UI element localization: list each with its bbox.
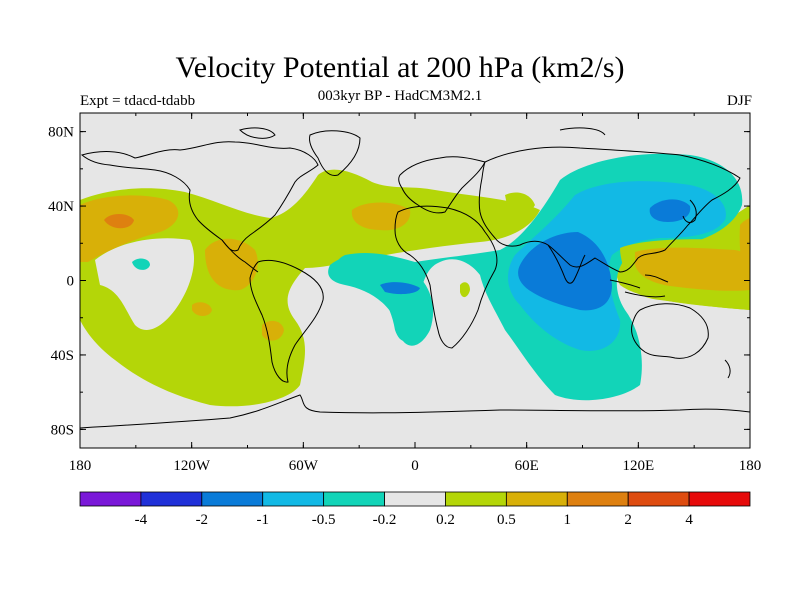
contour-pos3-north-pacific (104, 214, 134, 229)
colorbar-swatch (566, 491, 629, 507)
colorbar-label: -0.5 (312, 512, 336, 528)
colorbar-label: 0.2 (436, 512, 455, 528)
coastline-japan (682, 199, 697, 224)
contour-negative-atlantic (328, 254, 434, 346)
lon-tick-label: 0 (411, 458, 419, 474)
colorbar-label: -2 (196, 512, 209, 528)
coastline-antarctica (80, 394, 750, 429)
colorbar-label: -1 (256, 512, 269, 528)
lon-tick-label: 180 (739, 458, 762, 474)
lat-tick-label: 80N (48, 125, 74, 141)
colorbar-swatch (79, 491, 142, 507)
coastline-asia (478, 146, 741, 273)
experiment-label: Expt = tdacd-tdabb (80, 93, 196, 109)
contour-positive-west (80, 169, 540, 407)
contour-positive-africa (460, 282, 470, 298)
lat-tick-label: 40N (48, 199, 74, 215)
colorbar-swatch (323, 491, 385, 507)
colorbar-swatch (384, 491, 446, 507)
colorbar-label: 2 (624, 512, 632, 528)
colorbar-swatch (688, 491, 751, 507)
coastline-new-zealand (724, 359, 731, 379)
colorbar-swatch (627, 491, 690, 507)
lon-tick-label: 180 (69, 458, 92, 474)
colorbar-label: 0.5 (497, 512, 516, 528)
latitude-axis: 80N 40N 0 40S 80S (48, 125, 750, 438)
map-subtitle: 003kyr BP - HadCM3M2.1 (317, 88, 483, 104)
lon-tick-label: 120E (622, 458, 654, 474)
coastline-australia (631, 303, 709, 359)
lon-tick-label: 120W (173, 458, 211, 474)
coastline-india (547, 244, 586, 284)
lat-tick-label: 80S (51, 422, 74, 438)
coastline-indonesia (609, 274, 669, 298)
map-title: Velocity Potential at 200 hPa (km2/s) (175, 51, 625, 84)
contour-neg3-atlantic (380, 282, 420, 295)
contour-pos2-east-edge (739, 218, 750, 290)
coastline-europe (398, 156, 486, 214)
contour-positive-arctic (505, 192, 535, 215)
colorbar: -4 -2 -1 -0.5 -0.2 0.2 0.5 1 2 4 (79, 491, 751, 528)
lat-tick-label: 40S (51, 348, 74, 364)
contour-neutral-pacific-small (132, 258, 150, 270)
contour-neg3-indian-ocean (518, 232, 612, 311)
coastline-north-america (80, 141, 319, 252)
coastlines (80, 127, 750, 429)
contour-neg3-japan (649, 199, 691, 222)
colorbar-swatch (505, 491, 568, 507)
colorbar-swatch (262, 491, 325, 507)
lon-tick-label: 60W (289, 458, 319, 474)
colorbar-label: -0.2 (373, 512, 397, 528)
coastline-greenland (309, 130, 361, 177)
colorbar-swatch (201, 491, 264, 507)
lat-tick-label: 0 (67, 274, 75, 290)
colorbar-label: 1 (564, 512, 572, 528)
contour-neg2-east (508, 181, 726, 351)
coastline-arctic-islands (239, 127, 606, 139)
lon-tick-label: 60E (515, 458, 539, 474)
coastline-south-america (249, 259, 324, 383)
coastline-central-america (221, 239, 259, 273)
contour-pos2-central-america (205, 238, 258, 291)
colorbar-label: 4 (685, 512, 693, 528)
colorbar-swatch (140, 491, 203, 507)
contour-pos2-north-pacific (80, 195, 179, 262)
colorbar-label: -4 (135, 512, 148, 528)
contour-pos2-south-pacific (192, 302, 212, 316)
season-label: DJF (726, 93, 752, 109)
contour-neutral-pacific (95, 238, 195, 330)
longitude-axis: 180 120W 60W 0 60E 120E 180 (69, 113, 762, 474)
contour-fields (80, 153, 750, 407)
colorbar-swatch (445, 491, 507, 507)
coastline-africa (394, 205, 498, 349)
